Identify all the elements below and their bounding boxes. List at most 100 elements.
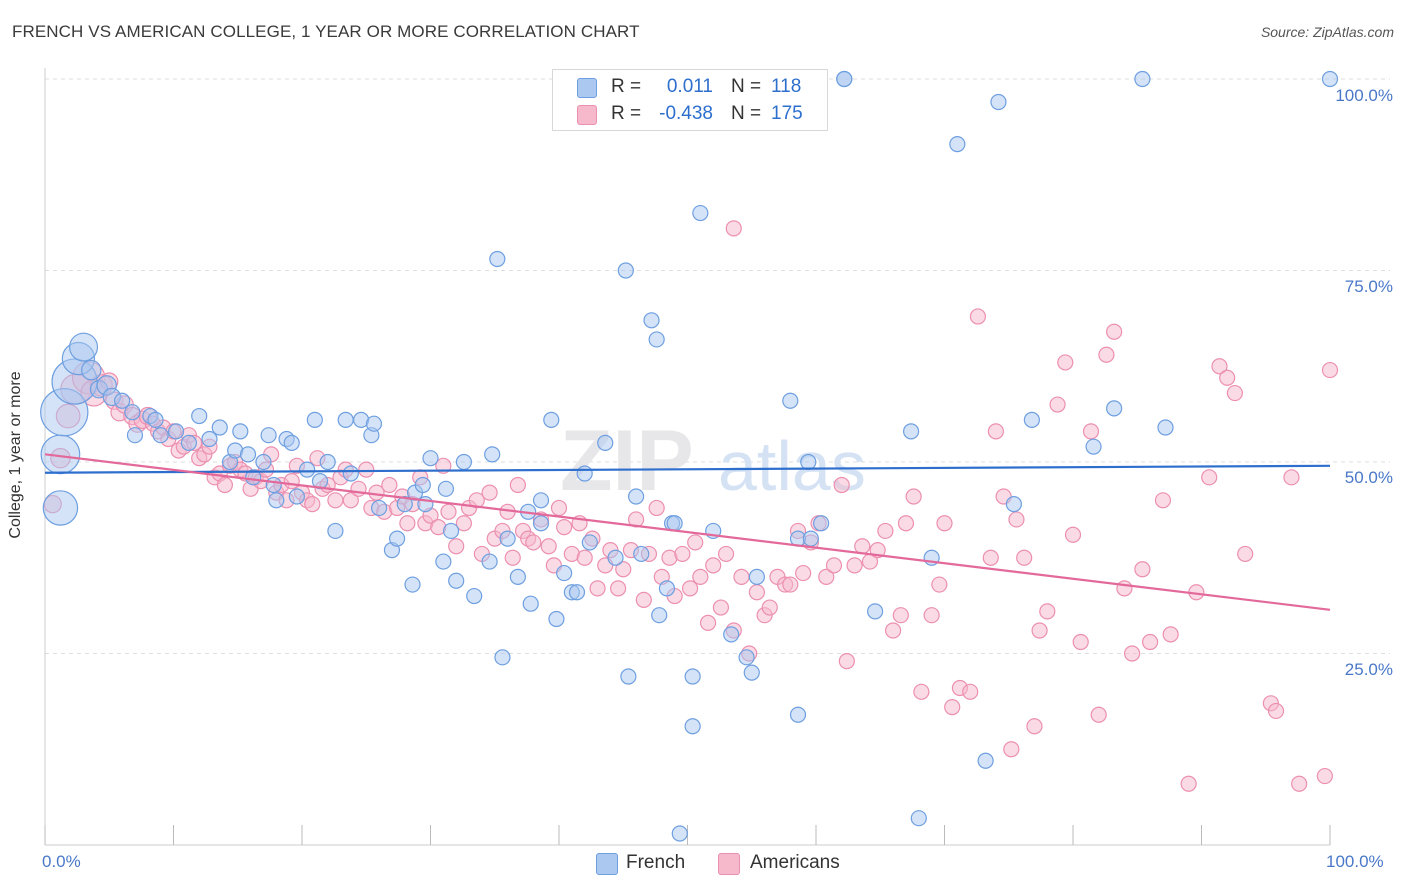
americans-point [304,496,321,513]
french-point [455,453,473,471]
americans-point [540,538,557,555]
french-point [643,312,660,329]
americans-point [923,607,940,624]
americans-point [692,568,709,586]
french-point [633,545,650,563]
americans-point [833,476,850,494]
french-point [1005,496,1022,513]
french-point [265,476,282,494]
french-legend-swatch [596,853,618,875]
french-point [342,465,359,482]
americans-point [504,549,521,566]
french-point [977,752,994,769]
correlation-legend: R = 0.011 N = 118 R = -0.438 N = 175 [552,69,828,131]
french-point [910,810,927,827]
french-point [813,515,830,532]
y-tick-25: 25.0% [1344,660,1393,679]
americans-point [648,499,665,517]
french-point [42,490,79,526]
y-tick-50: 50.0% [1344,468,1393,487]
french-point [404,576,421,593]
french-point [489,250,506,268]
french-point [201,430,218,448]
french-point [365,415,383,432]
americans-point [610,580,627,597]
americans-point [350,480,367,497]
americans-legend-label: Americans [750,852,840,873]
legend-n-label: N = [731,76,762,97]
french-point [723,626,740,643]
french-point [448,572,465,589]
americans-point [448,538,465,555]
french-point [499,530,516,547]
french-point [597,434,614,451]
americans-legend-swatch [718,853,740,875]
legend-r-label: R = [611,103,642,124]
americans-point [1064,526,1082,543]
americans-point [846,557,863,574]
french-point [1085,438,1102,455]
americans-swatch [577,105,597,125]
americans-point [440,503,457,520]
americans-point [1072,633,1089,651]
french-point [1157,419,1174,436]
french-point [268,492,285,509]
legend-r-label: R = [611,76,642,97]
french-point [738,649,755,666]
french-point [396,496,413,513]
americans-point [1291,775,1308,792]
french-point [658,580,676,597]
watermark: ZIP atlas [560,413,866,509]
french-point [743,664,760,681]
french-point [191,407,208,425]
americans-point [1003,741,1020,758]
french-point [836,70,853,88]
americans-point [818,568,835,586]
french-point [607,549,624,566]
french-point [337,411,354,428]
french-points [40,70,1339,842]
americans-point [905,488,922,505]
americans-point [733,568,750,586]
americans-point [699,614,717,631]
french-point [666,515,683,532]
watermark-atlas: atlas [718,427,866,505]
french-point [581,534,598,551]
x-tick-0: 0.0% [42,852,81,871]
americans-point [635,591,652,608]
french-point [532,492,550,509]
americans-point [1106,323,1123,340]
americans-point [705,557,722,574]
legend-row-americans: R = -0.438 N = 175 [553,101,827,127]
americans-point [1141,633,1159,651]
french-trend-line [44,464,1331,474]
americans-point [1124,645,1141,662]
french-point [692,204,709,222]
americans-point [1098,346,1115,363]
french-point [802,530,819,547]
french-point [371,499,388,517]
french-point [651,607,668,624]
americans-point [1267,702,1285,720]
americans-point [761,599,778,616]
americans-point [589,580,606,597]
americans-point [576,549,593,566]
french-point [211,419,228,436]
americans-point [1039,603,1056,620]
french-swatch [577,78,597,98]
americans-point [1082,423,1100,440]
americans-point [897,515,915,532]
americans-point [1026,718,1043,735]
french-point [180,434,198,451]
french-point [466,587,483,605]
french-point [543,411,560,428]
americans-point [782,576,799,593]
french-point [1106,400,1123,417]
americans-point [748,584,765,601]
americans-point [838,653,855,670]
legend-french-r: 0.011 [666,76,713,97]
americans-point [216,476,233,494]
americans-point [399,515,416,532]
trend-lines [44,453,1331,611]
americans-point [674,545,691,563]
